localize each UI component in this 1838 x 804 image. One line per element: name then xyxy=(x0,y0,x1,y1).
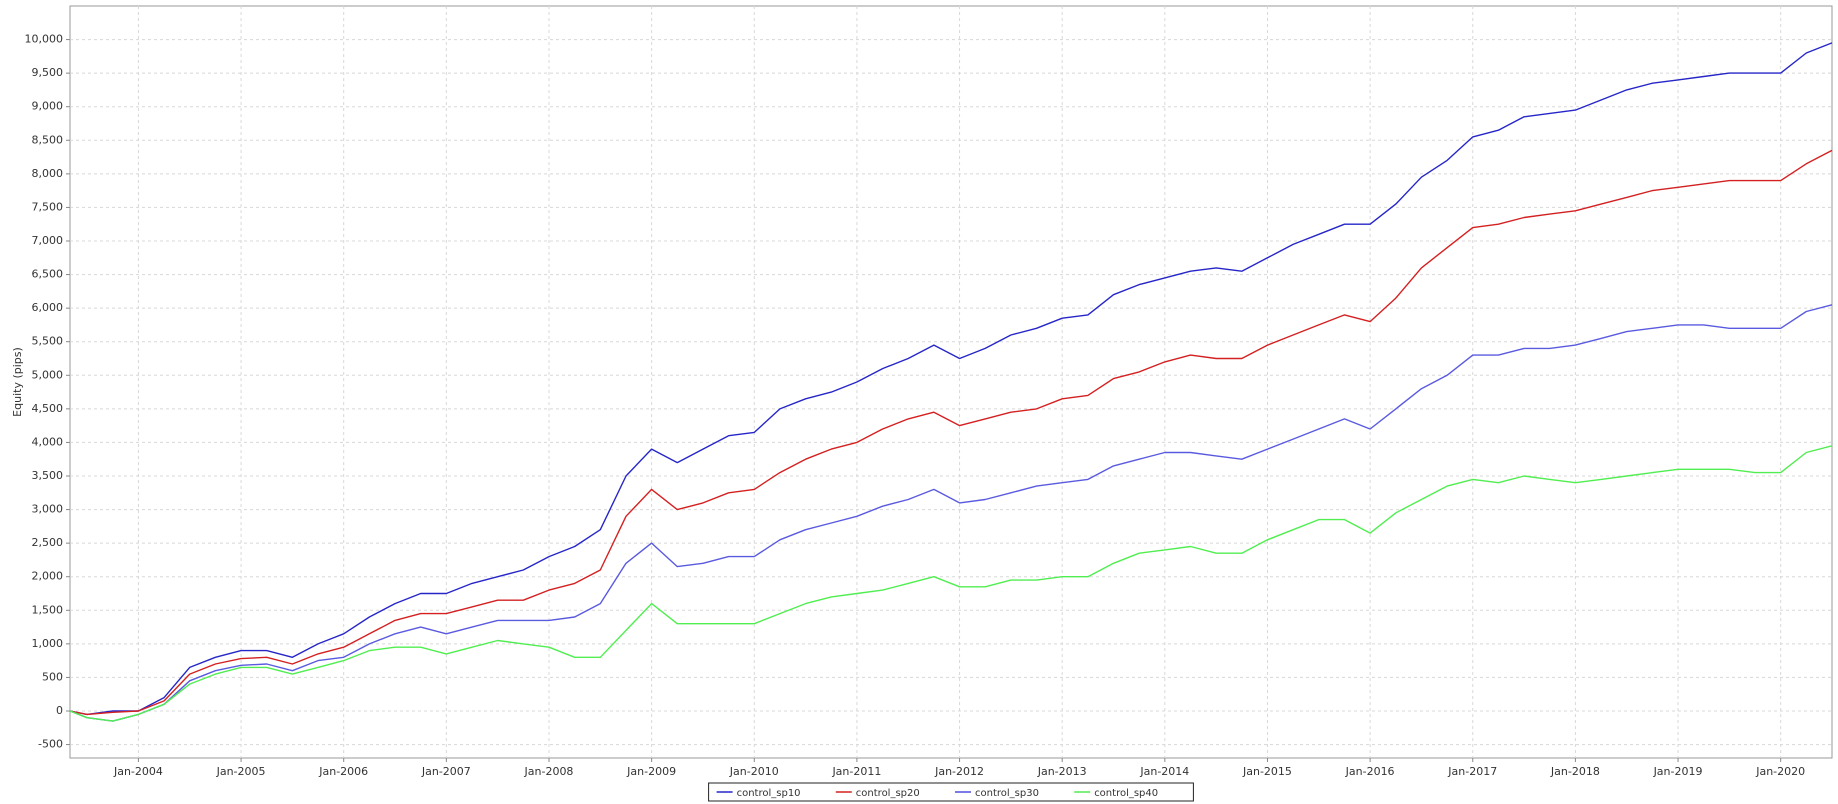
x-tick-label: Jan-2018 xyxy=(1550,765,1600,778)
x-tick-label: Jan-2011 xyxy=(831,765,881,778)
y-tick-label: 500 xyxy=(42,670,63,683)
y-tick-label: 7,500 xyxy=(32,200,64,213)
x-tick-label: Jan-2007 xyxy=(421,765,471,778)
y-tick-label: 2,500 xyxy=(32,536,64,549)
series-line xyxy=(69,42,1833,716)
y-tick-label: 7,000 xyxy=(32,234,64,247)
legend-label: control_sp30 xyxy=(975,788,1039,799)
y-tick-label: 1,500 xyxy=(32,603,64,616)
y-tick-label: 9,500 xyxy=(32,66,64,79)
grid xyxy=(70,6,1832,758)
x-tick-label: Jan-2004 xyxy=(113,765,163,778)
series-line xyxy=(69,304,1833,722)
x-tick-label: Jan-2019 xyxy=(1653,765,1703,778)
series-line xyxy=(69,445,1833,722)
plot-area xyxy=(69,5,1833,759)
legend-label: control_sp40 xyxy=(1094,788,1158,799)
x-tick-label: Jan-2015 xyxy=(1242,765,1292,778)
y-tick-label: 2,000 xyxy=(32,570,64,583)
y-tick-label: 5,500 xyxy=(32,335,64,348)
x-tick-label: Jan-2013 xyxy=(1037,765,1087,778)
x-tick-label: Jan-2014 xyxy=(1139,765,1189,778)
x-tick-label: Jan-2012 xyxy=(934,765,984,778)
legend-label: control_sp10 xyxy=(737,788,801,799)
series-line xyxy=(69,149,1833,716)
x-tick-label: Jan-2005 xyxy=(216,765,266,778)
y-tick-label: 10,000 xyxy=(25,33,64,46)
y-tick-label: 4,000 xyxy=(32,435,64,448)
y-tick-label: 4,500 xyxy=(32,402,64,415)
legend-label: control_sp20 xyxy=(856,788,920,799)
y-tick-label: 6,500 xyxy=(32,268,64,281)
legend: control_sp10 control_sp20 control_sp30 cont… xyxy=(708,782,1194,802)
x-tick-label: Jan-2008 xyxy=(524,765,574,778)
y-tick-label: 3,000 xyxy=(32,503,64,516)
legend-box xyxy=(708,782,1194,802)
x-tick-label: Jan-2020 xyxy=(1755,765,1805,778)
y-tick-label: 0 xyxy=(56,704,63,717)
y-axis-label: Equity (pips) xyxy=(11,347,24,417)
x-tick-label: Jan-2017 xyxy=(1447,765,1497,778)
x-tick-label: Jan-2009 xyxy=(626,765,676,778)
x-tick-label: Jan-2016 xyxy=(1345,765,1395,778)
x-tick-label: Jan-2010 xyxy=(729,765,779,778)
y-tick-label: 8,000 xyxy=(32,167,64,180)
y-tick-label: 9,000 xyxy=(32,100,64,113)
y-tick-label: 3,500 xyxy=(32,469,64,482)
y-tick-label: 5,000 xyxy=(32,368,64,381)
y-tick-label: -500 xyxy=(38,738,63,751)
x-tick-label: Jan-2006 xyxy=(318,765,368,778)
y-tick-label: 8,500 xyxy=(32,133,64,146)
y-tick-label: 6,000 xyxy=(32,301,64,314)
y-tick-label: 1,000 xyxy=(32,637,64,650)
